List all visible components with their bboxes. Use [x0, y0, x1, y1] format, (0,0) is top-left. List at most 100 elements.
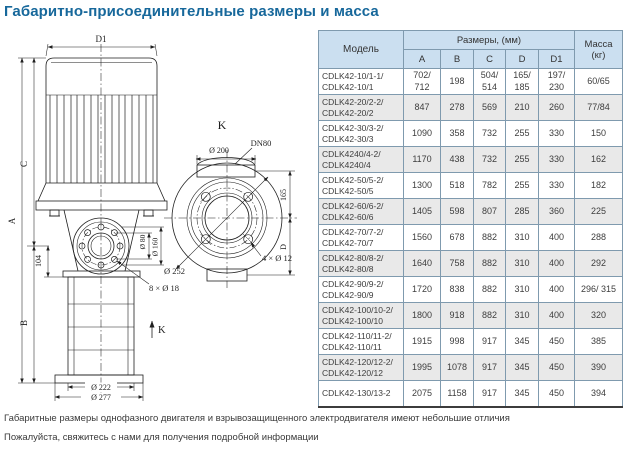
- label-bolt4: 4 × Ø 12: [262, 253, 292, 263]
- header-col-b: B: [440, 49, 474, 69]
- cell-b: 678: [440, 224, 474, 251]
- cell-mass: 288: [574, 224, 623, 251]
- label-165: 165: [279, 189, 288, 201]
- cell-mass: 182: [574, 172, 623, 199]
- cell-d: 165/ 185: [505, 68, 539, 95]
- cell-d1: 450: [538, 328, 575, 355]
- table-row: CDLK42-50/5-2/ CDLK42-50/5 1300 518 782 …: [318, 172, 623, 199]
- cell-d: 310: [505, 224, 539, 251]
- cell-model: CDLK4240/4-2/ CDLK4240/4: [318, 146, 404, 173]
- cell-a: 1915: [403, 328, 441, 355]
- cell-mass: 390: [574, 354, 623, 381]
- label-a: A: [7, 217, 17, 224]
- cell-model: CDLK42-80/8-2/ CDLK42-80/8: [318, 250, 404, 277]
- cell-a: 847: [403, 94, 441, 121]
- label-b: B: [19, 320, 29, 326]
- cell-model: CDLK42-110/11-2/ CDLK42-110/11: [318, 328, 404, 355]
- cell-c: 882: [473, 250, 506, 277]
- cell-mass: 394: [574, 380, 623, 408]
- cell-a: 1300: [403, 172, 441, 199]
- cell-d1: 197/ 230: [538, 68, 575, 95]
- table-row: CDLK42-10/1-1/ CDLK42-10/1 702/ 712 198 …: [318, 68, 623, 95]
- pump-technical-drawing: D1 A C B 104 Ø 80 Ø 160 8 × Ø 18 Ø 222 Ø…: [7, 34, 297, 402]
- cell-a: 1405: [403, 198, 441, 225]
- label-104: 104: [34, 255, 43, 267]
- label-k-view: K: [218, 118, 227, 132]
- cell-model: CDLK42-90/9-2/ CDLK42-90/9: [318, 276, 404, 303]
- footer-note-1: Габаритные размеры однофазного двигателя…: [4, 413, 510, 424]
- cell-b: 918: [440, 302, 474, 329]
- cell-a: 1800: [403, 302, 441, 329]
- cell-b: 1078: [440, 354, 474, 381]
- flange-bolt-holes: [78, 223, 124, 269]
- cell-model: CDLK42-50/5-2/ CDLK42-50/5: [318, 172, 404, 199]
- label-dia277: Ø 277: [91, 393, 111, 402]
- cell-d1: 400: [538, 302, 575, 329]
- cell-a: 1720: [403, 276, 441, 303]
- cell-d: 345: [505, 380, 539, 408]
- header-col-a: A: [403, 49, 441, 69]
- k-view-dimensions: [175, 147, 295, 276]
- label-dia252: Ø 252: [164, 266, 185, 276]
- cell-d: 255: [505, 146, 539, 173]
- cell-d: 255: [505, 120, 539, 147]
- label-c: C: [19, 161, 29, 167]
- cell-d: 345: [505, 328, 539, 355]
- footer-note-2: Пожалуйста, свяжитесь с нами для получен…: [4, 432, 319, 443]
- cell-mass: 296/ 315: [574, 276, 623, 303]
- cell-mass: 320: [574, 302, 623, 329]
- cell-model: CDLK42-10/1-1/ CDLK42-10/1: [318, 68, 404, 95]
- label-dn80: DN80: [251, 138, 272, 148]
- cell-a: 1640: [403, 250, 441, 277]
- label-k-arrow: K: [158, 325, 166, 336]
- cell-d1: 330: [538, 146, 575, 173]
- cell-a: 702/ 712: [403, 68, 441, 95]
- cell-c: 917: [473, 380, 506, 408]
- cell-mass: 150: [574, 120, 623, 147]
- cell-a: 1995: [403, 354, 441, 381]
- table-row: CDLK42-110/11-2/ CDLK42-110/11 1915 998 …: [318, 328, 623, 355]
- cell-c: 882: [473, 224, 506, 251]
- dimensions-table: Модель Размеры, (мм) Масса (кг) A B C D …: [318, 30, 623, 408]
- cell-b: 278: [440, 94, 474, 121]
- cell-c: 732: [473, 146, 506, 173]
- label-dia80: Ø 80: [138, 234, 147, 249]
- header-dims-group: Размеры, (мм): [403, 30, 575, 50]
- cell-a: 2075: [403, 380, 441, 408]
- header-mass: Масса (кг): [574, 30, 623, 69]
- cell-mass: 60/65: [574, 68, 623, 95]
- cell-c: 504/ 514: [473, 68, 506, 95]
- cell-b: 438: [440, 146, 474, 173]
- cell-b: 1158: [440, 380, 474, 408]
- label-dia200: Ø 200: [209, 146, 229, 155]
- cell-c: 917: [473, 354, 506, 381]
- table-row: CDLK4240/4-2/ CDLK4240/4 1170 438 732 25…: [318, 146, 623, 173]
- front-view-dimensions: [18, 43, 164, 402]
- cell-d: 310: [505, 302, 539, 329]
- cell-c: 732: [473, 120, 506, 147]
- cell-c: 882: [473, 276, 506, 303]
- cell-d1: 330: [538, 172, 575, 199]
- cell-d: 345: [505, 354, 539, 381]
- cell-mass: 292: [574, 250, 623, 277]
- cell-b: 998: [440, 328, 474, 355]
- table-row: CDLK42-80/8-2/ CDLK42-80/8 1640 758 882 …: [318, 250, 623, 277]
- header-col-d: D: [505, 49, 539, 69]
- cell-model: CDLK42-130/13-2: [318, 380, 404, 408]
- header-col-c: C: [473, 49, 506, 69]
- cell-d1: 360: [538, 198, 575, 225]
- cell-b: 838: [440, 276, 474, 303]
- table-row: CDLK42-20/2-2/ CDLK42-20/2 847 278 569 2…: [318, 94, 623, 121]
- cell-c: 569: [473, 94, 506, 121]
- table-row: CDLK42-30/3-2/ CDLK42-30/3 1090 358 732 …: [318, 120, 623, 147]
- cell-b: 598: [440, 198, 474, 225]
- cell-model: CDLK42-120/12-2/ CDLK42-120/12: [318, 354, 404, 381]
- table-row: CDLK42-70/7-2/ CDLK42-70/7 1560 678 882 …: [318, 224, 623, 251]
- cell-mass: 385: [574, 328, 623, 355]
- label-bolt8: 8 × Ø 18: [149, 283, 179, 293]
- cell-a: 1090: [403, 120, 441, 147]
- cell-d1: 400: [538, 250, 575, 277]
- cell-c: 917: [473, 328, 506, 355]
- table-row: CDLK42-100/10-2/ CDLK42-100/10 1800 918 …: [318, 302, 623, 329]
- cell-d1: 400: [538, 276, 575, 303]
